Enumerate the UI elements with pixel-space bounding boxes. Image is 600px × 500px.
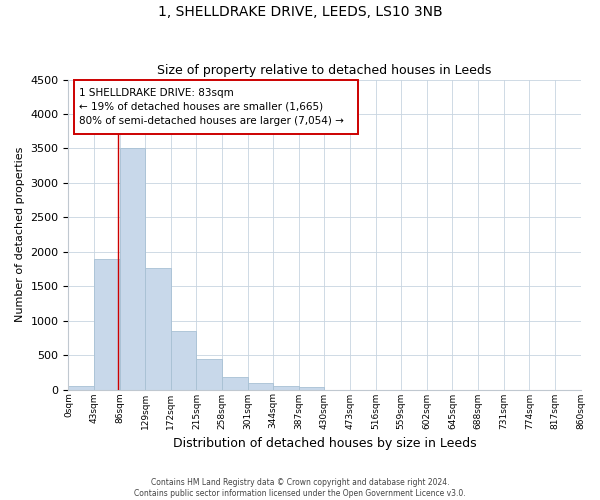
Text: Contains HM Land Registry data © Crown copyright and database right 2024.
Contai: Contains HM Land Registry data © Crown c… (134, 478, 466, 498)
Text: 1 SHELLDRAKE DRIVE: 83sqm
← 19% of detached houses are smaller (1,665)
80% of se: 1 SHELLDRAKE DRIVE: 83sqm ← 19% of detac… (79, 88, 344, 126)
Bar (94, 258, 119, 390)
Bar (248, 384, 273, 390)
Bar (68, 386, 94, 390)
Text: 1, SHELLDRAKE DRIVE, LEEDS, LS10 3NB: 1, SHELLDRAKE DRIVE, LEEDS, LS10 3NB (158, 5, 442, 19)
Bar (273, 386, 299, 390)
Bar (119, 148, 145, 390)
Title: Size of property relative to detached houses in Leeds: Size of property relative to detached ho… (157, 64, 491, 77)
Bar (222, 377, 248, 390)
Bar (196, 358, 222, 390)
Bar (299, 388, 325, 390)
X-axis label: Distribution of detached houses by size in Leeds: Distribution of detached houses by size … (173, 437, 476, 450)
Bar (145, 268, 171, 390)
FancyBboxPatch shape (74, 80, 358, 134)
Bar (171, 331, 196, 390)
Y-axis label: Number of detached properties: Number of detached properties (15, 147, 25, 322)
